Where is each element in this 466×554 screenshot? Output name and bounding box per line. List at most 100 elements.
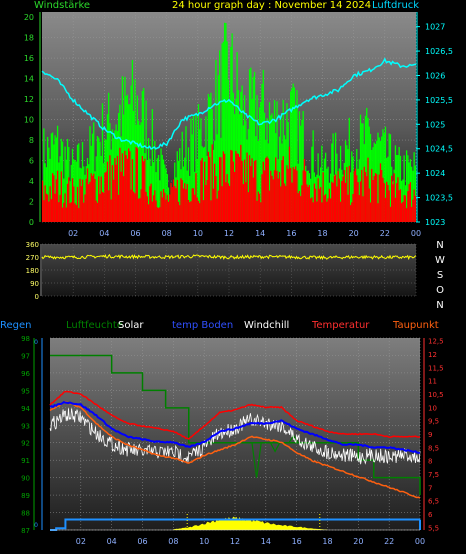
compass-letter: N [436, 240, 443, 251]
y-tick-label-wind: 14 [24, 75, 34, 84]
compass-letter: O [436, 285, 444, 296]
y-tick-label-temperature: 11 [428, 378, 437, 386]
y-tick-label-humidity: 90 [21, 475, 30, 483]
x-tick-label: 06 [137, 537, 147, 546]
dewpoint-line [49, 400, 421, 499]
y-tick-label-temperature: 10,5 [428, 391, 444, 399]
y-tick-label-humidity: 88 [21, 510, 30, 518]
x-tick-label: 00 [411, 229, 421, 238]
x-tick-label: 10 [199, 537, 209, 546]
wind-axis-title: Windstärke [34, 0, 91, 11]
soil_temp-line [49, 401, 421, 454]
y-tick-label-temperature: 5,5 [428, 524, 439, 532]
humidity-line [50, 354, 421, 496]
x-tick-label: 12 [230, 537, 240, 546]
compass-letter: S [437, 270, 443, 281]
y-tick-label-direction: 360 [26, 241, 39, 249]
y-tick-label-humidity: 97 [21, 352, 30, 360]
x-tick-label: 22 [384, 537, 394, 546]
compass-letter: N [436, 300, 443, 311]
x-tick-label: 08 [168, 537, 178, 546]
pressure-axis-title: Luftdruck [372, 0, 420, 11]
y-tick-label-temperature: 8,5 [428, 444, 439, 452]
y-tick-label-wind: 2 [29, 198, 34, 207]
solar-area [173, 516, 328, 530]
y-tick-label-humidity: 91 [21, 457, 30, 465]
y-tick-label-temperature: 9,5 [428, 418, 439, 426]
x-tick-label: 10 [193, 229, 203, 238]
y-tick-label-wind: 0 [29, 218, 34, 227]
humidity-dip [269, 442, 281, 453]
legend-temperature: Temperatur [312, 320, 370, 331]
y-tick-label-wind: 16 [24, 54, 34, 63]
y-tick-label-temperature: 11,5 [428, 364, 444, 372]
y-tick-label-pressure: 1026 [425, 71, 445, 80]
x-tick-label: 00 [415, 537, 425, 546]
x-tick-label: 16 [292, 537, 302, 546]
legend-soil-temp: temp Boden [172, 320, 234, 331]
y-tick-label-wind: 6 [29, 157, 34, 166]
y-tick-label-humidity: 94 [21, 405, 30, 413]
x-tick-label: 22 [380, 229, 390, 238]
y-tick-label-pressure: 1025 [425, 120, 445, 129]
y-tick-label-pressure: 1027 [425, 23, 445, 32]
x-tick-label: 18 [317, 229, 327, 238]
y-tick-label-wind: 4 [29, 177, 34, 186]
y-tick-label-wind: 10 [24, 116, 34, 125]
x-tick-label: 20 [353, 537, 363, 546]
y-tick-label-humidity: 96 [21, 370, 30, 378]
x-tick-label: 08 [162, 229, 172, 238]
y-tick-label-pressure: 1023 [425, 218, 445, 227]
y-tick-label-wind: 18 [24, 34, 34, 43]
y-tick-label-temperature: 12 [428, 351, 437, 359]
y-tick-label-humidity: 98 [21, 335, 30, 343]
x-tick-label: 20 [349, 229, 359, 238]
temperature-humidity-panel: 8788899091929394959697985,566,577,588,59… [21, 335, 444, 546]
y-tick-label-humidity: 93 [21, 422, 30, 430]
y-tick-label-direction: 0 [35, 293, 39, 301]
x-tick-label: 18 [322, 537, 332, 546]
x-tick-label: 06 [130, 229, 140, 238]
y-tick-label-humidity: 89 [21, 492, 30, 500]
y-tick-label-direction: 270 [26, 254, 39, 262]
x-tick-label: 02 [76, 537, 86, 546]
y-tick-label-wind: 20 [24, 13, 34, 22]
y-tick-label-direction: 90 [30, 280, 39, 288]
y-tick-label-humidity: 87 [21, 527, 30, 535]
x-tick-label: 04 [99, 229, 109, 238]
wind-pressure-panel: 0246810121416182010231023,510241024,5102… [24, 12, 453, 238]
y-tick-label-temperature: 10 [428, 404, 437, 412]
y-tick-label-direction: 180 [26, 267, 39, 275]
compass-letter: W [435, 255, 445, 266]
chart-title: 24 hour graph day : November 14 2024 [172, 0, 372, 11]
humidity-dip [251, 442, 262, 478]
y-tick-label-temperature: 7 [428, 484, 432, 492]
pressure-line [41, 57, 417, 150]
y-tick-label-temperature: 6 [428, 511, 433, 519]
temperature-line [49, 390, 421, 440]
y-tick-label-pressure: 1025,5 [425, 96, 453, 105]
x-tick-label: 14 [255, 229, 265, 238]
y-tick-label-temperature: 7,5 [428, 471, 439, 479]
legend-rain: Regen [0, 320, 32, 331]
y-tick-label-wind: 8 [29, 136, 34, 145]
y-tick-label-temperature: 12,5 [428, 338, 444, 346]
y-tick-label-pressure: 1024,5 [425, 145, 453, 154]
x-tick-label: 04 [107, 537, 117, 546]
wind-direction-line [41, 253, 417, 261]
rain-scale-bottom: 0 [34, 522, 38, 529]
x-tick-label: 02 [68, 229, 78, 238]
legend-windchill: Windchill [244, 320, 290, 331]
x-tick-label: 14 [261, 537, 271, 546]
y-tick-label-humidity: 92 [21, 440, 30, 448]
y-tick-label-pressure: 1024 [425, 169, 445, 178]
x-tick-label: 16 [286, 229, 296, 238]
legend-humidity: Luftfeuchte [66, 320, 123, 331]
y-tick-label-temperature: 9 [428, 431, 432, 439]
y-tick-label-pressure: 1026,5 [425, 47, 453, 56]
y-tick-label-pressure: 1023,5 [425, 194, 453, 203]
y-tick-label-wind: 12 [24, 95, 34, 104]
y-tick-label-temperature: 6,5 [428, 498, 439, 506]
